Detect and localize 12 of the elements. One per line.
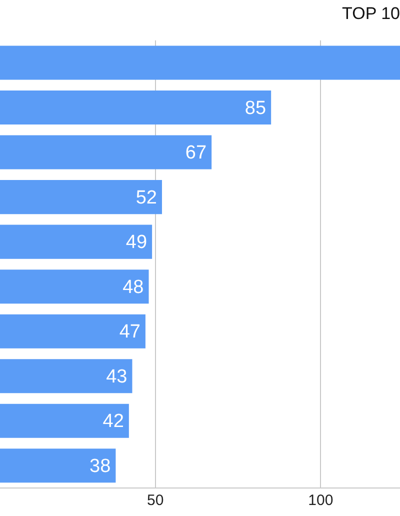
chart-title: TOP 10 (342, 4, 400, 23)
data-label: 42 (102, 411, 124, 432)
data-label: 85 (244, 98, 266, 119)
data-label: 67 (185, 142, 207, 164)
x-tick-label: 50 (147, 492, 164, 510)
data-label: 52 (136, 187, 157, 208)
data-label: 38 (90, 456, 111, 477)
data-label: 49 (126, 232, 148, 254)
data-label: 48 (122, 276, 144, 298)
data-label: 43 (106, 366, 128, 388)
data-label: 47 (119, 322, 140, 343)
x-tick-label: 100 (308, 492, 334, 510)
